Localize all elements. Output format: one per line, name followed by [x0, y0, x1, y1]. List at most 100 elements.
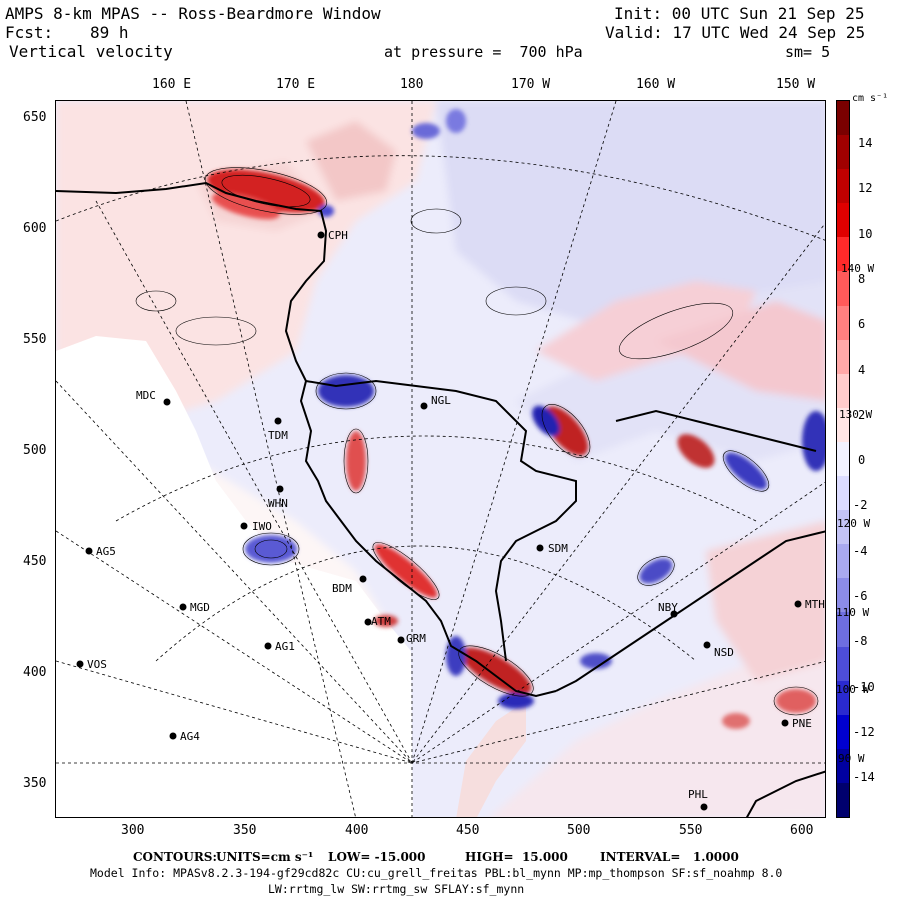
- station-marker: [703, 641, 711, 649]
- coastline: [56, 181, 825, 817]
- station-marker: [536, 544, 544, 552]
- colorbar-band: [837, 578, 849, 613]
- station-label: ATM: [371, 615, 391, 628]
- colorbar-band: [837, 476, 849, 511]
- contour-high: HIGH= 15.000: [465, 850, 568, 864]
- station-marker: [397, 636, 405, 644]
- colorbar-band: [837, 544, 849, 579]
- station-marker: [274, 417, 282, 425]
- bottom-axis-label: 300: [121, 823, 145, 838]
- colorbar-tick-label: 2: [858, 407, 866, 422]
- left-axis-label: 550: [23, 332, 47, 347]
- colorbar-band: [837, 510, 849, 545]
- colorbar-tick-label: -10: [853, 679, 875, 694]
- bottom-axis-label: 500: [567, 823, 591, 838]
- model-info-2: LW:rrtmg_lw SW:rrtmg_sw SFLAY:sf_mynn: [268, 882, 525, 896]
- colorbar-band: [837, 646, 849, 682]
- bottom-axis-label: 350: [233, 823, 257, 838]
- colorbar-tick-label: 0: [858, 453, 866, 468]
- station-label: NBY: [658, 601, 678, 614]
- colorbar-band: [837, 101, 849, 136]
- colorbar-overlay-label: 100 W: [836, 683, 870, 696]
- model-info: Model Info: MPASv8.2.3-194-gf29cd82c CU:…: [90, 866, 783, 880]
- top-axis-label: 180: [400, 77, 424, 92]
- colorbar-tick-label: -12: [853, 724, 875, 739]
- contours-label: CONTOURS:: [133, 850, 217, 864]
- smoothing: sm= 5: [785, 43, 831, 61]
- station-label: NGL: [431, 394, 451, 407]
- colorbar-tick-label: 4: [858, 362, 866, 377]
- strong-features: [207, 109, 825, 729]
- vertical-velocity-map: CPH MDC NGL TDM WHN IWO AG5 SDM BDM MGD …: [55, 100, 826, 818]
- unshaded-region: [56, 336, 413, 817]
- station-label: GRM: [406, 632, 426, 645]
- station-marker: [420, 402, 428, 410]
- bottom-axis-label: 550: [679, 823, 703, 838]
- colorbar-tick-label: -14: [853, 770, 875, 785]
- colorbar-overlay-label: 90 W: [838, 752, 865, 765]
- colorbar-band: [837, 680, 849, 716]
- station-label: TDM: [268, 429, 288, 442]
- colorbar-band: [837, 612, 849, 648]
- station-marker: [76, 660, 84, 668]
- colorbar-overlay-label: 130 W: [839, 408, 873, 421]
- left-axis-label: 450: [23, 554, 47, 569]
- station-marker: [169, 732, 177, 740]
- bottom-axis-label: 450: [456, 823, 480, 838]
- station-marker: [240, 522, 248, 530]
- graticule: [56, 101, 825, 817]
- station-label: AG1: [275, 640, 295, 653]
- variable-name: Vertical velocity: [9, 42, 173, 61]
- colorbar-band: [837, 714, 849, 750]
- station-label: PHL: [688, 788, 708, 801]
- colorbar-band: [837, 782, 849, 818]
- colorbar-band: [837, 441, 849, 477]
- colorbar-tick-label: 8: [858, 271, 866, 286]
- colorbar-band: [837, 305, 849, 341]
- valid-time: Valid: 17 UTC Wed 24 Sep 25: [605, 23, 866, 42]
- station-label: CPH: [328, 229, 348, 242]
- station-marker: [317, 231, 325, 239]
- station-label: MGD: [190, 601, 210, 614]
- station-label: VOS: [87, 658, 107, 671]
- colorbar-tick-label: -8: [853, 634, 868, 649]
- colorbar-band: [837, 271, 849, 307]
- top-axis-label: 160 E: [152, 77, 192, 92]
- station-label: MTH: [805, 598, 825, 611]
- init-time: Init: 00 UTC Sun 21 Sep 25: [614, 4, 865, 23]
- map-title: AMPS 8-km MPAS -- Ross-Beardmore Window: [5, 4, 381, 23]
- bottom-axis-label: 600: [790, 823, 814, 838]
- colorbar-units: cm s⁻¹: [852, 93, 889, 104]
- left-axis-label: 650: [23, 110, 47, 125]
- station-marker: [781, 719, 789, 727]
- colorbar-tick-label: -4: [853, 543, 868, 558]
- top-axis-label: 160 W: [636, 77, 676, 92]
- colorbar-overlay-label: 140 W: [841, 262, 875, 275]
- colorbar-tick-label: 10: [858, 226, 873, 241]
- colorbar-band: [837, 237, 849, 272]
- colorbar-band: [837, 339, 849, 375]
- station-label: MDC: [136, 389, 156, 402]
- top-axis-label: 170 W: [511, 77, 551, 92]
- top-axis-label: 170 E: [276, 77, 316, 92]
- station-marker: [794, 600, 802, 608]
- left-axis-label: 400: [23, 665, 47, 680]
- station-marker: [163, 398, 171, 406]
- station-marker: [264, 642, 272, 650]
- station-label: PNE: [792, 717, 812, 730]
- station-markers: CPH MDC NGL TDM WHN IWO AG5 SDM BDM MGD …: [76, 229, 825, 811]
- pressure-level: at pressure = 700 hPa: [384, 43, 583, 61]
- contour-interval: INTERVAL= 1.0000: [600, 850, 739, 864]
- colorbar-tick-label: 14: [858, 136, 873, 150]
- station-label: IWO: [252, 520, 272, 533]
- colorbar-band: [837, 135, 849, 170]
- colorbar-tick-label: 6: [858, 317, 866, 332]
- station-label: SDM: [548, 542, 568, 555]
- station-marker: [359, 575, 367, 583]
- colorbar-tick-label: 12: [858, 181, 873, 196]
- colorbar-band: [837, 407, 849, 443]
- map-canvas: CPH MDC NGL TDM WHN IWO AG5 SDM BDM MGD …: [56, 101, 825, 817]
- left-axis-label: 600: [23, 221, 47, 236]
- colorbar-tick-label: -2: [853, 498, 868, 513]
- colorbar-overlay-label: 120 W: [837, 517, 871, 530]
